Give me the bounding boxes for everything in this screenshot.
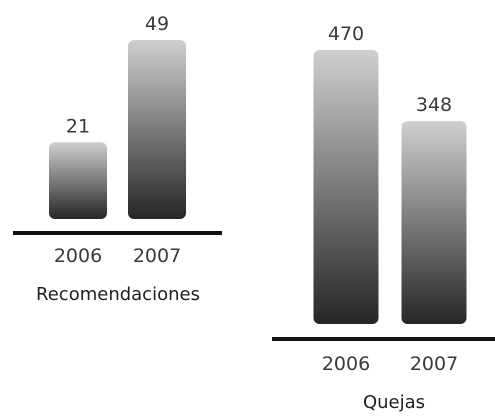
chart-title: Quejas xyxy=(363,392,425,413)
x-tick-label: 2006 xyxy=(322,353,370,375)
bar-group: 21 2006 49 2007 xyxy=(49,13,186,267)
value-label: 49 xyxy=(145,13,169,35)
chart-title: Recomendaciones xyxy=(36,284,200,305)
bar-2007 xyxy=(401,121,467,324)
chart-recomendaciones: 21 2006 49 2007 Recomendaciones xyxy=(13,13,222,305)
value-label: 21 xyxy=(66,115,90,137)
x-tick-label: 2007 xyxy=(410,353,458,375)
bar-2006 xyxy=(313,50,379,324)
value-label: 470 xyxy=(328,23,364,45)
x-tick-label: 2006 xyxy=(54,245,102,267)
bar-2006 xyxy=(49,142,107,219)
bar-2007 xyxy=(128,40,186,219)
bar-group: 470 2006 348 2007 xyxy=(313,23,467,375)
value-label: 348 xyxy=(416,94,452,116)
chart-quejas: 470 2006 348 2007 Quejas xyxy=(272,23,495,413)
x-tick-label: 2007 xyxy=(133,245,181,267)
